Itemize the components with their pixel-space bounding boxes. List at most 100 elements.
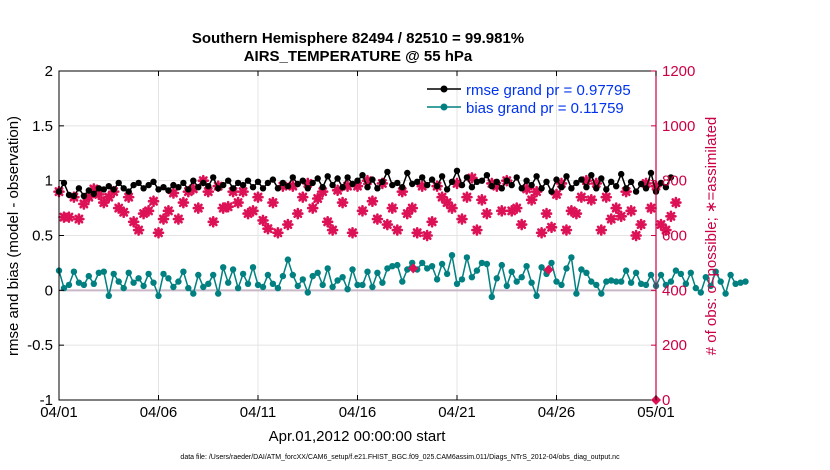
rmse-point — [433, 183, 441, 190]
obs-assimilated-point — [222, 200, 234, 213]
rmse-point — [618, 170, 625, 178]
rmse-point — [518, 185, 525, 192]
bias-point — [712, 268, 719, 275]
bias-point — [359, 281, 366, 289]
bias-point — [274, 284, 282, 292]
rmse-point — [603, 186, 610, 193]
obs-assimilated-point — [590, 177, 603, 190]
rmse-point — [667, 174, 675, 181]
bias-point — [279, 272, 287, 280]
obs-assimilated-point — [645, 202, 657, 214]
bias-point — [160, 270, 167, 278]
bias-point — [687, 269, 694, 276]
obs-assimilated-point — [177, 196, 190, 209]
rmse-point — [299, 177, 306, 184]
rmse-point — [85, 187, 93, 194]
legend-rmse-label: rmse grand pr = 0.97795 — [466, 82, 631, 99]
obs-assimilated-point — [665, 210, 677, 223]
obs-assimilated-point — [112, 202, 125, 214]
bias-point — [264, 271, 272, 279]
obs-assimilated-point — [172, 213, 185, 225]
bias-point — [702, 274, 709, 281]
obs-assimilated-point — [73, 213, 85, 225]
rmse-point — [568, 185, 575, 192]
rmse-point — [215, 185, 222, 192]
obs-assimilated-point — [306, 202, 319, 214]
y-left-tick-label: 2 — [45, 63, 53, 80]
obs-assimilated-point — [421, 229, 433, 242]
rmse-point — [583, 184, 590, 191]
bias-point — [697, 289, 704, 296]
bias-point — [135, 275, 142, 282]
bias-point — [399, 278, 406, 285]
bias-point — [533, 292, 540, 299]
rmse-point — [533, 173, 540, 180]
chart-subtitle: AIRS_TEMPERATURE @ 55 hPa — [244, 48, 473, 65]
bias-point — [85, 272, 93, 280]
bias-point — [478, 259, 486, 267]
rmse-point — [513, 174, 520, 181]
rmse-point — [65, 191, 73, 199]
rmse-point — [225, 177, 232, 184]
obs-possible-point — [408, 263, 419, 274]
bias-point — [304, 289, 311, 296]
bias-point — [419, 259, 426, 267]
rmse-point — [339, 184, 346, 191]
rmse-point — [170, 181, 177, 189]
bias-point — [105, 292, 113, 299]
bias-point — [244, 280, 252, 287]
bias-point — [642, 281, 650, 289]
rmse-point — [334, 175, 341, 182]
obs-assimilated-point — [565, 205, 578, 217]
obs-assimilated-point — [301, 177, 314, 190]
rmse-point — [588, 172, 595, 179]
obs-assimilated-point — [670, 196, 682, 209]
rmse-point — [239, 181, 247, 189]
obs-assimilated-point — [346, 226, 359, 239]
y-axis-right-ticks: 0 200 400 600 800 1000 1200 — [651, 63, 695, 409]
y-axis-left-label: rmse and bias (model - observation) — [5, 116, 22, 356]
bias-point — [548, 259, 555, 267]
obs-possible-point — [543, 264, 554, 275]
bias-point — [339, 274, 346, 281]
rmse-point — [195, 184, 202, 191]
rmse-point — [234, 179, 242, 187]
obs-assimilated-point — [336, 196, 349, 209]
rmse-point — [409, 180, 416, 188]
rmse-point — [349, 180, 356, 188]
x-tick-label: 04/11 — [240, 404, 276, 421]
bias-point — [220, 264, 227, 271]
bias-point — [538, 264, 545, 271]
bias-point — [289, 271, 296, 279]
bias-point — [185, 284, 192, 292]
obs-assimilated-point — [560, 224, 573, 236]
obs-possible-markers — [408, 263, 661, 405]
obs-assimilated-point — [505, 205, 518, 217]
rmse-point — [80, 192, 88, 200]
rmse-point — [364, 184, 371, 191]
bias-point — [722, 290, 729, 297]
rmse-point — [180, 179, 187, 187]
bias-point — [140, 282, 147, 290]
y-left-tick-label: 0.5 — [32, 228, 53, 245]
obs-assimilated-point — [88, 183, 100, 195]
bias-point — [483, 260, 491, 268]
rmse-point — [140, 185, 147, 192]
bias-point — [80, 281, 88, 289]
bias-point — [657, 271, 665, 279]
bias-point — [374, 269, 381, 276]
obs-assimilated-point — [232, 196, 244, 209]
obs-assimilated-point — [122, 191, 135, 203]
rmse-point — [354, 177, 361, 184]
rmse-point — [254, 178, 262, 185]
obs-assimilated-point — [451, 177, 463, 190]
obs-assimilated-point — [396, 185, 409, 198]
obs-assimilated-point — [635, 218, 647, 231]
y-right-tick-label: 600 — [662, 228, 687, 245]
obs-assimilated-point — [540, 207, 553, 220]
rmse-point — [543, 178, 550, 185]
obs-assimilated-point — [461, 191, 473, 203]
bias-point — [458, 276, 466, 283]
rmse-point — [657, 179, 665, 187]
rmse-point — [135, 179, 142, 187]
